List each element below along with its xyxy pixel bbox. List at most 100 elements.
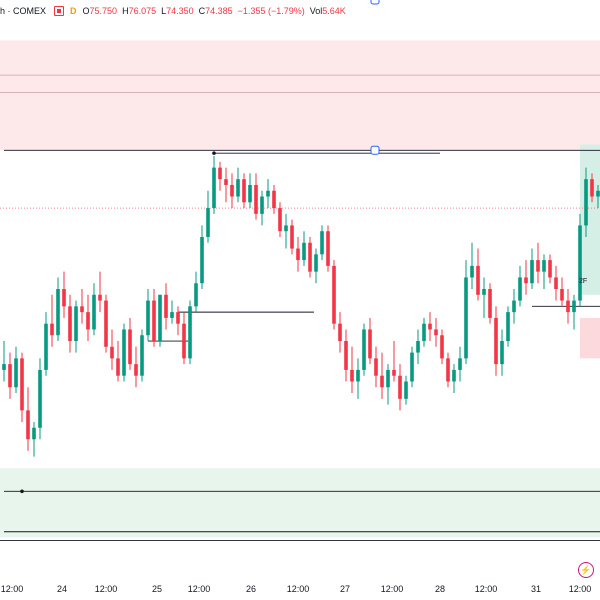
candle-body: [14, 358, 18, 388]
candle-body: [506, 312, 510, 342]
candle-body: [2, 364, 6, 370]
candle-body: [542, 260, 546, 272]
time-axis-label: 12:00: [0, 584, 24, 594]
candle-body: [572, 300, 576, 313]
candle-body: [494, 317, 498, 365]
candle-body: [482, 289, 486, 295]
candle-body: [302, 242, 306, 261]
candle-body: [266, 190, 270, 197]
symbol-label[interactable]: h · COMEX: [0, 6, 47, 16]
time-axis-label: 24: [56, 584, 68, 594]
anchor-point: [212, 151, 216, 155]
candle-body: [50, 323, 54, 336]
close-label: C: [198, 6, 206, 16]
candle-body: [134, 364, 138, 376]
candle-body: [488, 289, 492, 318]
candle-body: [176, 312, 180, 324]
candle-body: [518, 277, 522, 301]
candle-body: [434, 329, 438, 336]
lightning-icon[interactable]: ⚡: [578, 562, 594, 578]
candle-body: [284, 225, 288, 232]
candle-body: [164, 294, 168, 318]
candle-body: [452, 369, 456, 382]
flag-icon[interactable]: [54, 6, 65, 16]
candle-body: [446, 358, 450, 382]
candle-body: [398, 375, 402, 399]
time-axis-label: 12:00: [474, 584, 498, 594]
candle-body: [200, 236, 204, 284]
candle-body: [416, 341, 420, 353]
candle-body: [476, 265, 480, 295]
candle-body: [440, 335, 444, 359]
long-position-target-zone: [580, 144, 600, 295]
candle-body: [278, 208, 282, 232]
candle-body: [584, 179, 588, 226]
candle-body: [140, 335, 144, 376]
candle-body: [44, 323, 48, 370]
level-label: 2F: [579, 278, 588, 285]
high-label: H: [122, 6, 129, 16]
candle-body: [314, 254, 318, 272]
change-value: −1.355 (−1.79%): [237, 6, 305, 16]
candle-body: [86, 312, 90, 330]
candle-body: [410, 352, 414, 382]
volume-label: Vol: [309, 6, 323, 16]
candle-body: [596, 190, 600, 197]
time-axis-label: 12:00: [380, 584, 404, 594]
supply-zone: [0, 40, 600, 151]
candle-body: [230, 184, 234, 197]
candle-body: [128, 329, 132, 365]
candle-body: [254, 184, 258, 214]
candle-body: [224, 179, 228, 185]
candle-body: [368, 329, 372, 359]
time-axis-label: 12:00: [94, 584, 118, 594]
candle-body: [356, 369, 360, 382]
time-axis[interactable]: 12:00 24 12:00 25 12:00 26 12:00 27 12:00 28 12:00…: [0, 578, 600, 600]
candle-body: [560, 289, 564, 301]
candle-body: [524, 277, 528, 284]
candle-body: [260, 196, 264, 214]
candle-body: [320, 231, 324, 255]
time-axis-label: 12:00: [568, 584, 592, 594]
candle-body: [290, 225, 294, 249]
low-value: 74.350: [166, 6, 194, 16]
candle-body: [110, 346, 114, 359]
candle-body: [182, 323, 186, 359]
candle-body: [428, 323, 432, 330]
candle-body: [530, 260, 534, 284]
candle-body: [500, 341, 504, 365]
zones-layer: [0, 40, 600, 538]
drawing-handle: [370, 145, 380, 155]
candle-body: [464, 277, 468, 359]
anchor-point: [20, 489, 24, 494]
candle-body: [26, 410, 30, 440]
low-label: L: [161, 6, 167, 16]
time-axis-label: 28: [434, 584, 446, 594]
candle-body: [344, 341, 348, 370]
candle-body: [512, 300, 516, 313]
candle-body: [548, 260, 552, 278]
candle-body: [116, 358, 120, 376]
candle-body: [422, 323, 426, 342]
candle-body: [296, 248, 300, 261]
candle-body: [458, 358, 462, 370]
candle-body: [566, 300, 570, 313]
ohlc-legend: h · COMEX D O 75.750 H 76.075 L 74.350 C 74.…: [0, 0, 600, 22]
candle-body: [98, 294, 102, 301]
candle-body: [212, 167, 216, 209]
candle-body: [536, 260, 540, 272]
candle-body: [20, 358, 24, 411]
candle-body: [578, 225, 582, 301]
candle-body: [194, 283, 198, 307]
candle-body: [92, 294, 96, 330]
candle-body: [590, 179, 594, 197]
candle-body: [104, 300, 108, 347]
candle-body: [332, 265, 336, 324]
candle-body: [158, 294, 162, 342]
market-status-letter: D: [70, 6, 77, 16]
candle-body: [350, 369, 354, 382]
candle-body: [80, 306, 84, 313]
candle-body: [392, 369, 396, 376]
candle-body: [56, 289, 60, 336]
